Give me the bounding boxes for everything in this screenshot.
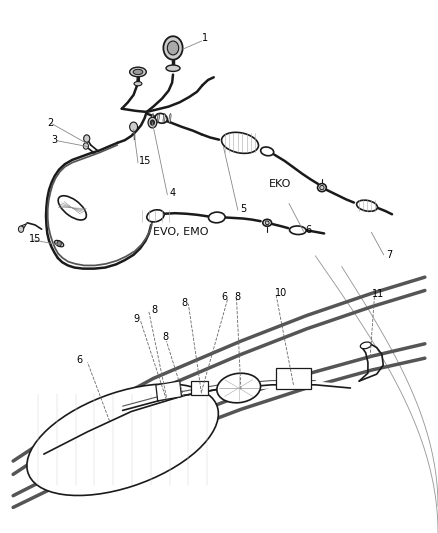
Ellipse shape [166, 65, 180, 71]
Ellipse shape [58, 196, 86, 220]
Ellipse shape [261, 147, 274, 156]
Circle shape [57, 241, 61, 246]
Ellipse shape [222, 132, 258, 154]
Text: EVO, EMO: EVO, EMO [153, 227, 209, 237]
Ellipse shape [217, 373, 261, 403]
Text: 4: 4 [170, 189, 176, 198]
Ellipse shape [290, 226, 306, 235]
Circle shape [150, 120, 155, 125]
Ellipse shape [163, 114, 165, 123]
Ellipse shape [134, 82, 142, 86]
Ellipse shape [157, 114, 159, 123]
Text: 15: 15 [139, 156, 152, 166]
Text: 8: 8 [162, 332, 168, 342]
Ellipse shape [263, 220, 272, 227]
Bar [276, 368, 311, 389]
Text: 8: 8 [182, 298, 188, 308]
Text: 6: 6 [77, 355, 83, 365]
Circle shape [163, 36, 183, 60]
Text: 1: 1 [202, 34, 208, 43]
Text: 6: 6 [221, 293, 227, 302]
Bar [156, 381, 181, 401]
Ellipse shape [147, 210, 164, 222]
Circle shape [83, 143, 88, 149]
Text: 6: 6 [306, 225, 312, 235]
Text: 10: 10 [275, 288, 287, 298]
Text: 15: 15 [28, 234, 41, 244]
Text: 8: 8 [151, 305, 157, 315]
Ellipse shape [55, 240, 64, 247]
Ellipse shape [151, 114, 154, 123]
Circle shape [84, 135, 90, 142]
Ellipse shape [169, 114, 171, 123]
Ellipse shape [130, 67, 146, 77]
Text: 7: 7 [386, 250, 392, 260]
Text: 5: 5 [240, 204, 246, 214]
Circle shape [130, 122, 138, 132]
Text: 11: 11 [372, 289, 385, 299]
Text: EKO: EKO [269, 179, 292, 189]
Text: 2: 2 [47, 118, 53, 127]
Ellipse shape [318, 183, 326, 191]
Circle shape [18, 226, 24, 232]
Text: 3: 3 [52, 135, 58, 144]
Ellipse shape [155, 114, 167, 123]
Ellipse shape [320, 185, 324, 190]
Text: 9: 9 [134, 314, 140, 324]
Ellipse shape [208, 212, 225, 223]
Circle shape [167, 41, 179, 55]
Ellipse shape [27, 384, 219, 496]
Ellipse shape [133, 69, 143, 75]
Ellipse shape [357, 200, 378, 211]
Ellipse shape [265, 221, 269, 225]
Circle shape [148, 117, 157, 128]
Text: 8: 8 [234, 293, 240, 302]
Ellipse shape [360, 342, 371, 349]
Bar [191, 381, 208, 395]
